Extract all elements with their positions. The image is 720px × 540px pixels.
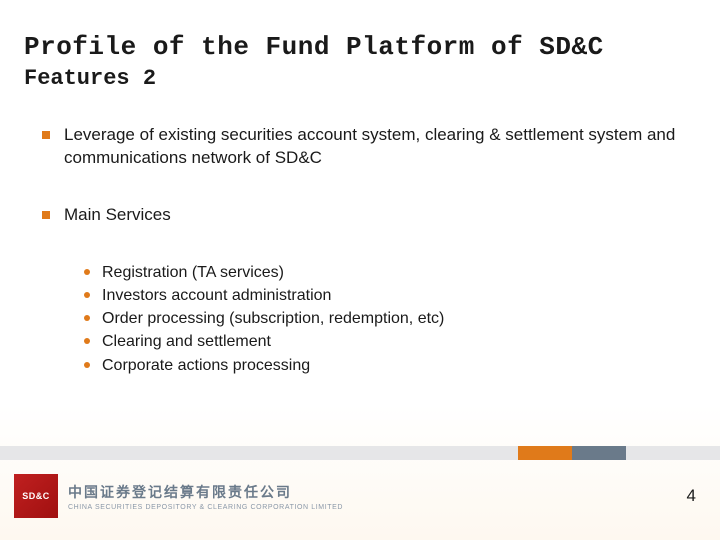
page-number: 4 bbox=[687, 486, 696, 506]
sub-bullet-text: Corporate actions processing bbox=[102, 354, 310, 377]
sub-bullet-item: Corporate actions processing bbox=[84, 354, 678, 377]
dot-bullet-icon bbox=[84, 338, 90, 344]
company-name-cn: 中国证券登记结算有限责任公司 bbox=[68, 482, 343, 502]
slide-title-block: Profile of the Fund Platform of SD&C Fea… bbox=[24, 32, 696, 91]
company-name-en: CHINA SECURITIES DEPOSITORY & CLEARING C… bbox=[68, 504, 343, 511]
dot-bullet-icon bbox=[84, 362, 90, 368]
sub-bullet-text: Clearing and settlement bbox=[102, 330, 271, 353]
slide: Profile of the Fund Platform of SD&C Fea… bbox=[0, 0, 720, 540]
sub-bullet-item: Registration (TA services) bbox=[84, 261, 678, 284]
sub-bullet-item: Investors account administration bbox=[84, 284, 678, 307]
slide-title: Profile of the Fund Platform of SD&C bbox=[24, 32, 696, 62]
logo-abbr: SD&C bbox=[22, 491, 50, 501]
sub-list: Registration (TA services) Investors acc… bbox=[84, 261, 678, 377]
footer-divider bbox=[0, 446, 720, 460]
dot-bullet-icon bbox=[84, 292, 90, 298]
footer-segment-blue bbox=[572, 446, 626, 460]
bullet-item: Leverage of existing securities account … bbox=[42, 124, 678, 170]
sub-bullet-text: Registration (TA services) bbox=[102, 261, 284, 284]
dot-bullet-icon bbox=[84, 315, 90, 321]
slide-content: Leverage of existing securities account … bbox=[42, 124, 678, 377]
sub-bullet-text: Order processing (subscription, redempti… bbox=[102, 307, 444, 330]
slide-subtitle: Features 2 bbox=[24, 66, 696, 91]
bullet-text: Main Services bbox=[64, 204, 678, 227]
sub-bullet-text: Investors account administration bbox=[102, 284, 331, 307]
logo-mark-icon: SD&C bbox=[14, 474, 58, 518]
footer-segment bbox=[626, 446, 720, 460]
dot-bullet-icon bbox=[84, 269, 90, 275]
square-bullet-icon bbox=[42, 211, 50, 219]
footer-segment bbox=[0, 446, 518, 460]
footer-logo: SD&C 中国证券登记结算有限责任公司 CHINA SECURITIES DEP… bbox=[14, 474, 343, 518]
sub-bullet-item: Clearing and settlement bbox=[84, 330, 678, 353]
bullet-item: Main Services bbox=[42, 204, 678, 227]
square-bullet-icon bbox=[42, 131, 50, 139]
bullet-text: Leverage of existing securities account … bbox=[64, 124, 678, 170]
logo-text: 中国证券登记结算有限责任公司 CHINA SECURITIES DEPOSITO… bbox=[68, 482, 343, 511]
sub-bullet-item: Order processing (subscription, redempti… bbox=[84, 307, 678, 330]
footer-segment-accent bbox=[518, 446, 572, 460]
